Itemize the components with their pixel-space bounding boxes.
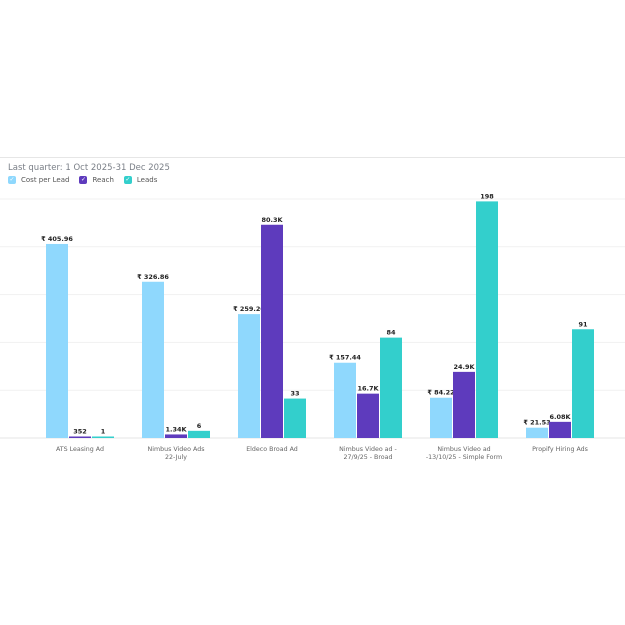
bar-cost-per-lead	[238, 314, 260, 438]
x-tick-label: Eldeco Broad Ad	[246, 446, 298, 453]
legend-label: Cost per Lead	[21, 176, 70, 184]
legend-item-leads[interactable]: ✓ Leads	[123, 176, 158, 184]
x-tick-label: ATS Leasing Ad	[56, 446, 104, 453]
bar-leads	[284, 398, 306, 438]
bar-reach	[165, 434, 187, 438]
data-label: 6.08K	[549, 413, 571, 421]
bar-reach	[69, 436, 91, 438]
bar-reach	[261, 224, 283, 438]
x-tick-label: Nimbus Video Ads	[148, 446, 205, 453]
bar-leads	[476, 201, 498, 438]
x-tick-label: -13/10/25 - Simple Form	[426, 454, 502, 461]
legend-item-reach[interactable]: ✓ Reach	[79, 176, 114, 184]
bar-leads	[380, 337, 402, 438]
bar-leads	[572, 329, 594, 438]
x-tick-label: 22-July	[165, 454, 187, 461]
data-label: 33	[290, 390, 299, 398]
legend-item-cost-per-lead[interactable]: ✓ Cost per Lead	[8, 176, 69, 184]
bar-cost-per-lead	[46, 243, 68, 438]
x-tick-label: Nimbus Video ad -	[339, 446, 397, 453]
bar-cost-per-lead	[142, 281, 164, 438]
data-label: 6	[197, 422, 202, 430]
bar-leads	[92, 436, 114, 438]
data-label: ₹ 259.20	[233, 305, 265, 313]
data-label: ₹ 326.86	[137, 273, 169, 281]
checkbox-icon[interactable]: ✓	[123, 176, 132, 184]
checkbox-icon[interactable]: ✓	[79, 176, 88, 184]
data-label: 1.34K	[165, 425, 187, 433]
x-tick-label: 27/9/25 - Broad	[343, 454, 392, 461]
data-label: 91	[578, 320, 588, 328]
data-label: ₹ 157.44	[329, 354, 361, 362]
data-label: 24.9K	[453, 363, 475, 371]
bar-reach	[357, 393, 379, 438]
legend-label: Reach	[92, 176, 114, 184]
data-label: 1	[101, 428, 106, 436]
data-label: ₹ 21.53	[523, 419, 550, 427]
chart-subtitle: Last quarter: 1 Oct 2025-31 Dec 2025	[8, 163, 170, 173]
bar-cost-per-lead	[430, 397, 452, 438]
legend-label: Leads	[136, 176, 158, 184]
bar-cost-per-lead	[334, 362, 356, 438]
data-label: 198	[480, 192, 494, 200]
data-label: 84	[386, 329, 396, 337]
data-label: 352	[73, 428, 87, 436]
data-label: ₹ 84.22	[427, 389, 454, 397]
data-label: 16.7K	[357, 385, 379, 393]
legend: ✓ Cost per Lead ✓ Reach ✓ Leads	[8, 176, 157, 184]
bar-reach	[453, 371, 475, 438]
checkbox-icon[interactable]: ✓	[8, 176, 16, 184]
data-label: ₹ 405.96	[41, 235, 73, 243]
data-label: 80.3K	[261, 216, 283, 224]
bar-reach	[549, 421, 571, 438]
top-divider	[0, 157, 625, 158]
x-tick-label: Propify Hiring Ads	[532, 446, 588, 453]
bar-leads	[188, 430, 210, 438]
x-tick-label: Nimbus Video ad	[437, 446, 490, 453]
bar-cost-per-lead	[526, 427, 548, 438]
